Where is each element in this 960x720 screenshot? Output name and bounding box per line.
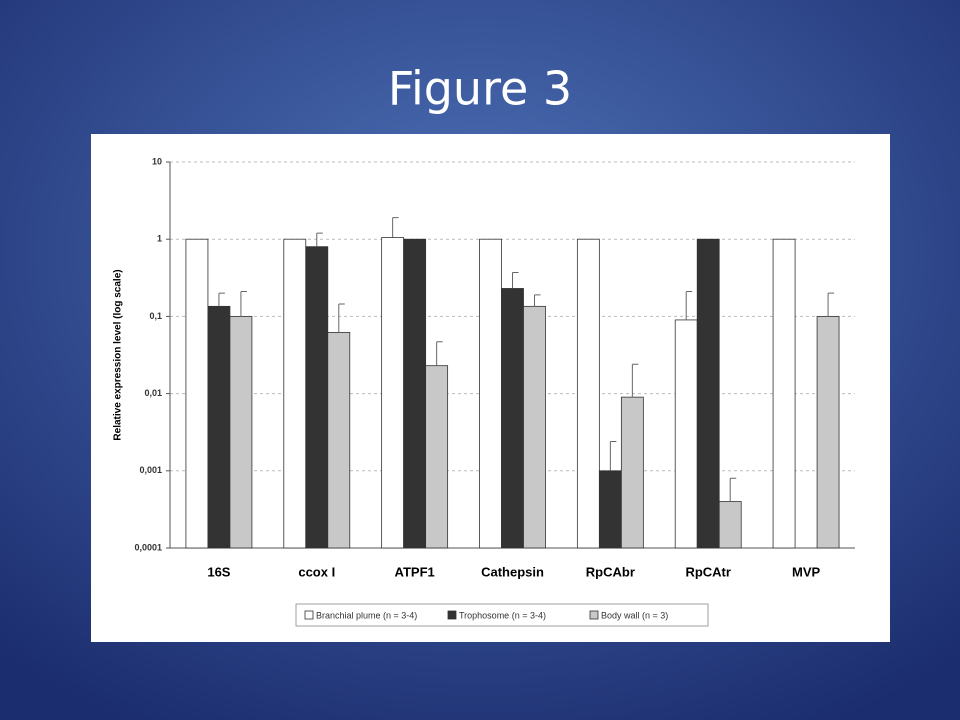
error-bar	[240, 291, 247, 317]
bar	[403, 238, 427, 549]
bar	[598, 470, 622, 549]
x-tick-label: 16S	[207, 564, 230, 579]
bar	[772, 238, 796, 549]
bar	[381, 237, 405, 549]
x-tick-label: RpCAbr	[586, 564, 635, 579]
legend-label: Trophosome (n = 3-4)	[459, 610, 546, 620]
bar	[207, 305, 231, 549]
legend-swatch	[589, 610, 599, 620]
error-bar	[534, 294, 541, 307]
x-tick-label: RpCAtr	[685, 564, 731, 579]
bar	[718, 501, 742, 549]
error-bar	[512, 272, 519, 289]
bar	[696, 238, 720, 549]
y-axis-label: Relative expression level (log scale)	[113, 269, 124, 440]
x-tick-label: MVP	[792, 564, 821, 579]
error-bar	[685, 291, 693, 320]
y-tick-label: 0,01	[144, 388, 162, 398]
y-tick-label: 0,0001	[134, 542, 162, 552]
bar	[425, 365, 449, 549]
bar	[185, 238, 209, 549]
bar	[816, 315, 840, 549]
bar	[501, 288, 524, 549]
bar	[674, 319, 698, 549]
x-tick-label: ccox I	[298, 564, 335, 579]
bar	[479, 238, 502, 549]
y-tick-label: 0,1	[149, 311, 162, 321]
legend-label: Branchial plume (n = 3-4)	[316, 610, 417, 620]
error-bar	[218, 292, 225, 307]
slide-title: Figure 3	[388, 62, 572, 116]
error-bar	[729, 477, 737, 502]
bar	[305, 246, 329, 549]
error-bar	[392, 217, 399, 238]
bar	[620, 396, 644, 549]
legend-swatch	[304, 610, 314, 620]
error-bar	[827, 292, 835, 317]
error-bar	[338, 303, 345, 333]
error-bar	[436, 341, 443, 366]
y-tick-label: 1	[157, 234, 162, 244]
legend-box	[295, 603, 709, 627]
legend-label: Body wall (n = 3)	[601, 610, 668, 620]
x-tick-label: Cathepsin	[481, 564, 544, 579]
error-bar	[609, 440, 617, 471]
bar	[523, 305, 546, 549]
error-bar	[316, 232, 323, 247]
x-tick-label: ATPF1	[395, 564, 435, 579]
y-tick-label: 10	[152, 156, 162, 166]
bar	[283, 238, 307, 549]
bar	[327, 332, 351, 549]
bar	[229, 315, 253, 549]
error-bar	[631, 363, 639, 398]
legend-swatch	[447, 610, 457, 620]
bar	[576, 238, 600, 549]
y-tick-label: 0,001	[139, 465, 162, 475]
